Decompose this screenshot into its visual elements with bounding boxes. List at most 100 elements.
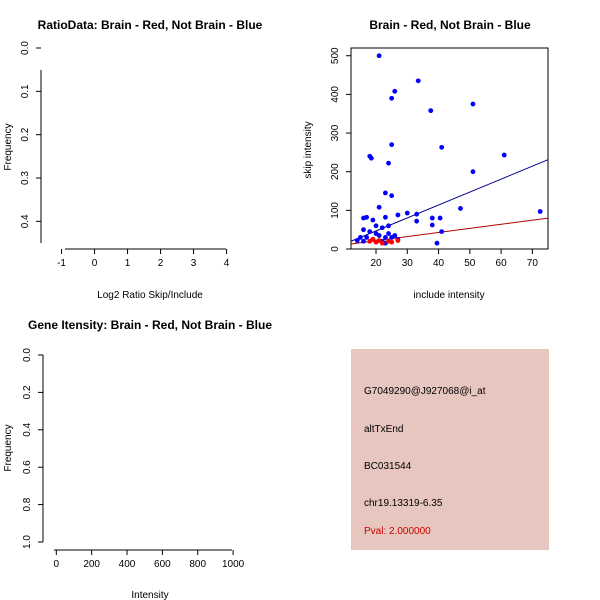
intensity-histogram-x-tick-label: 200 — [83, 559, 100, 570]
scatter-point-not-brain — [470, 169, 476, 175]
scatter-y-tick-label: 100 — [330, 202, 341, 219]
scatter-y-tick-label: 200 — [330, 163, 341, 180]
scatter-point-not-brain — [386, 231, 391, 236]
scatter-point-not-brain — [415, 78, 421, 84]
scatter-x-tick-label: 40 — [433, 258, 445, 269]
scatter-point-brain — [376, 238, 382, 243]
intensity-histogram-y-tick-label: 0.8 — [22, 497, 33, 511]
ratio-histogram-x-tick-label: -1 — [57, 258, 66, 269]
scatter-point-not-brain — [429, 215, 435, 221]
intensity-histogram-y-tick-label: 0.0 — [22, 348, 33, 362]
scatter-points — [354, 53, 543, 246]
scatter-point-not-brain — [470, 101, 476, 107]
intensity-histogram-x-tick-label: 1000 — [222, 559, 245, 570]
intensity-histogram-y-tick-label: 0.4 — [22, 422, 33, 436]
scatter-point-not-brain — [389, 142, 395, 148]
scatter-point-brain — [370, 236, 376, 242]
scatter-point-not-brain — [428, 108, 434, 114]
ratio-histogram-x-tick-label: 1 — [125, 258, 131, 269]
scatter-point-not-brain — [414, 218, 420, 224]
scatter-point-not-brain — [382, 235, 388, 240]
pval-text: Pval: 2.000000 — [364, 526, 431, 537]
ratio-histogram-xlabel: Log2 Ratio Skip/Include — [97, 290, 203, 301]
intensity-histogram-x-tick-label: 400 — [119, 559, 136, 570]
scatter-point-brain — [379, 240, 385, 246]
intensity-histogram-axes: 0 200 400 600 800 1000 0.0 0.2 0.4 0.6 0.8 1.0 — [22, 348, 245, 570]
scatter-x-tick-label: 30 — [402, 258, 414, 269]
scatter-xlabel: include intensity — [413, 290, 484, 301]
scatter-y-tick-label: 500 — [330, 47, 341, 64]
scatter-x-tick-label: 70 — [527, 258, 539, 269]
ratio-histogram-panel: RatioData: Brain - Red, Not Brain - Blue… — [3, 18, 263, 301]
scatter-point-brain — [395, 238, 401, 243]
scatter-point-not-brain — [537, 209, 543, 214]
intensity-histogram-x-tick-label: 800 — [189, 559, 206, 570]
scatter-point-brain — [389, 239, 395, 245]
scatter-point-not-brain — [364, 235, 370, 240]
scatter-point-not-brain — [404, 210, 410, 216]
scatter-y-tick-label: 0 — [330, 246, 341, 252]
scatter-point-not-brain — [361, 238, 366, 244]
scatter-point-not-brain — [364, 214, 370, 220]
intensity-histogram-x-tick-label: 0 — [54, 559, 60, 570]
probe-id: G7049290@J927068@i_at — [364, 386, 486, 397]
scatter-point-not-brain — [376, 53, 382, 59]
scatter-x-tick-label: 50 — [464, 258, 476, 269]
intensity-histogram-y-tick-label: 0.2 — [22, 385, 33, 399]
scatter-fit-lines — [350, 159, 549, 245]
ratio-histogram-y-tick-label: 0.1 — [20, 84, 31, 98]
scatter-y-tick-label: 300 — [330, 124, 341, 141]
scatter-x-tick-label: 60 — [496, 258, 508, 269]
scatter-point-not-brain — [386, 160, 391, 166]
ratio-histogram-x-tick-label: 3 — [191, 258, 197, 269]
scatter-point-not-brain — [389, 193, 395, 199]
scatter-point-not-brain — [414, 211, 420, 217]
ratio-histogram-title: RatioData: Brain - Red, Not Brain - Blue — [38, 18, 263, 32]
intensity-histogram-x-tick-label: 600 — [154, 559, 171, 570]
scatter-plot-box — [350, 47, 549, 250]
scatter-point-not-brain — [379, 225, 385, 231]
ratio-histogram-x-tick-label: 2 — [158, 258, 164, 269]
ratio-histogram-x-tick-label: 0 — [92, 258, 98, 269]
accession-id: BC031544 — [364, 461, 412, 472]
scatter-point-not-brain — [367, 229, 373, 235]
gene-intensity-panel: Gene Itensity: Brain - Red, Not Brain - … — [3, 318, 272, 600]
scatter-point-not-brain — [382, 190, 388, 196]
scatter-axes: 20 30 40 50 60 70 0 100 200 300 400 500 — [330, 47, 538, 269]
probe-info-box: G7049290@J927068@i_at altTxEnd BC031544 … — [351, 349, 549, 550]
ratio-histogram-ylabel: Frequency — [3, 123, 14, 170]
scatter-point-not-brain — [386, 223, 391, 229]
scatter-point-not-brain — [395, 212, 401, 218]
intensity-histogram-y-tick-label: 0.6 — [22, 460, 33, 474]
scatter-point-not-brain — [392, 88, 398, 94]
scatter-point-not-brain — [392, 233, 398, 238]
scatter-point-not-brain — [376, 233, 382, 238]
scatter-x-tick-label: 20 — [370, 258, 382, 269]
intensity-histogram-title: Gene Itensity: Brain - Red, Not Brain - … — [28, 318, 272, 332]
intensity-histogram-xlabel: Intensity — [131, 590, 168, 600]
scatter-point-not-brain — [376, 204, 382, 210]
scatter-point-not-brain — [429, 222, 435, 228]
ratio-histogram-y-tick-label: 0.0 — [20, 41, 31, 55]
scatter-title: Brain - Red, Not Brain - Blue — [369, 18, 531, 32]
scatter-point-not-brain — [361, 227, 366, 233]
genomic-location: chr19.13319-6.35 — [364, 498, 443, 509]
ratio-histogram-y-tick-label: 0.2 — [20, 127, 31, 141]
ratio-histogram-x-tick-label: 4 — [224, 258, 230, 269]
intensity-histogram-ylabel: Frequency — [3, 424, 14, 471]
scatter-point-not-brain — [439, 229, 445, 235]
scatter-point-not-brain — [382, 214, 388, 220]
scatter-point-not-brain — [357, 235, 363, 240]
ratio-histogram-y-tick-label: 0.3 — [20, 171, 31, 185]
scatter-point-not-brain — [458, 206, 463, 211]
scatter-point-not-brain — [389, 95, 395, 101]
scatter-point-not-brain — [368, 155, 374, 161]
scatter-point-not-brain — [434, 240, 440, 246]
scatter-point-not-brain — [501, 152, 507, 158]
scatter-point-not-brain — [373, 223, 379, 229]
event-type: altTxEnd — [364, 424, 404, 435]
scatter-point-not-brain — [370, 217, 376, 223]
ratio-histogram-axes: -1 0 1 2 3 4 0.0 0.1 0.2 0.3 0.4 — [20, 41, 230, 269]
ratio-histogram-y-tick-label: 0.4 — [20, 214, 31, 228]
